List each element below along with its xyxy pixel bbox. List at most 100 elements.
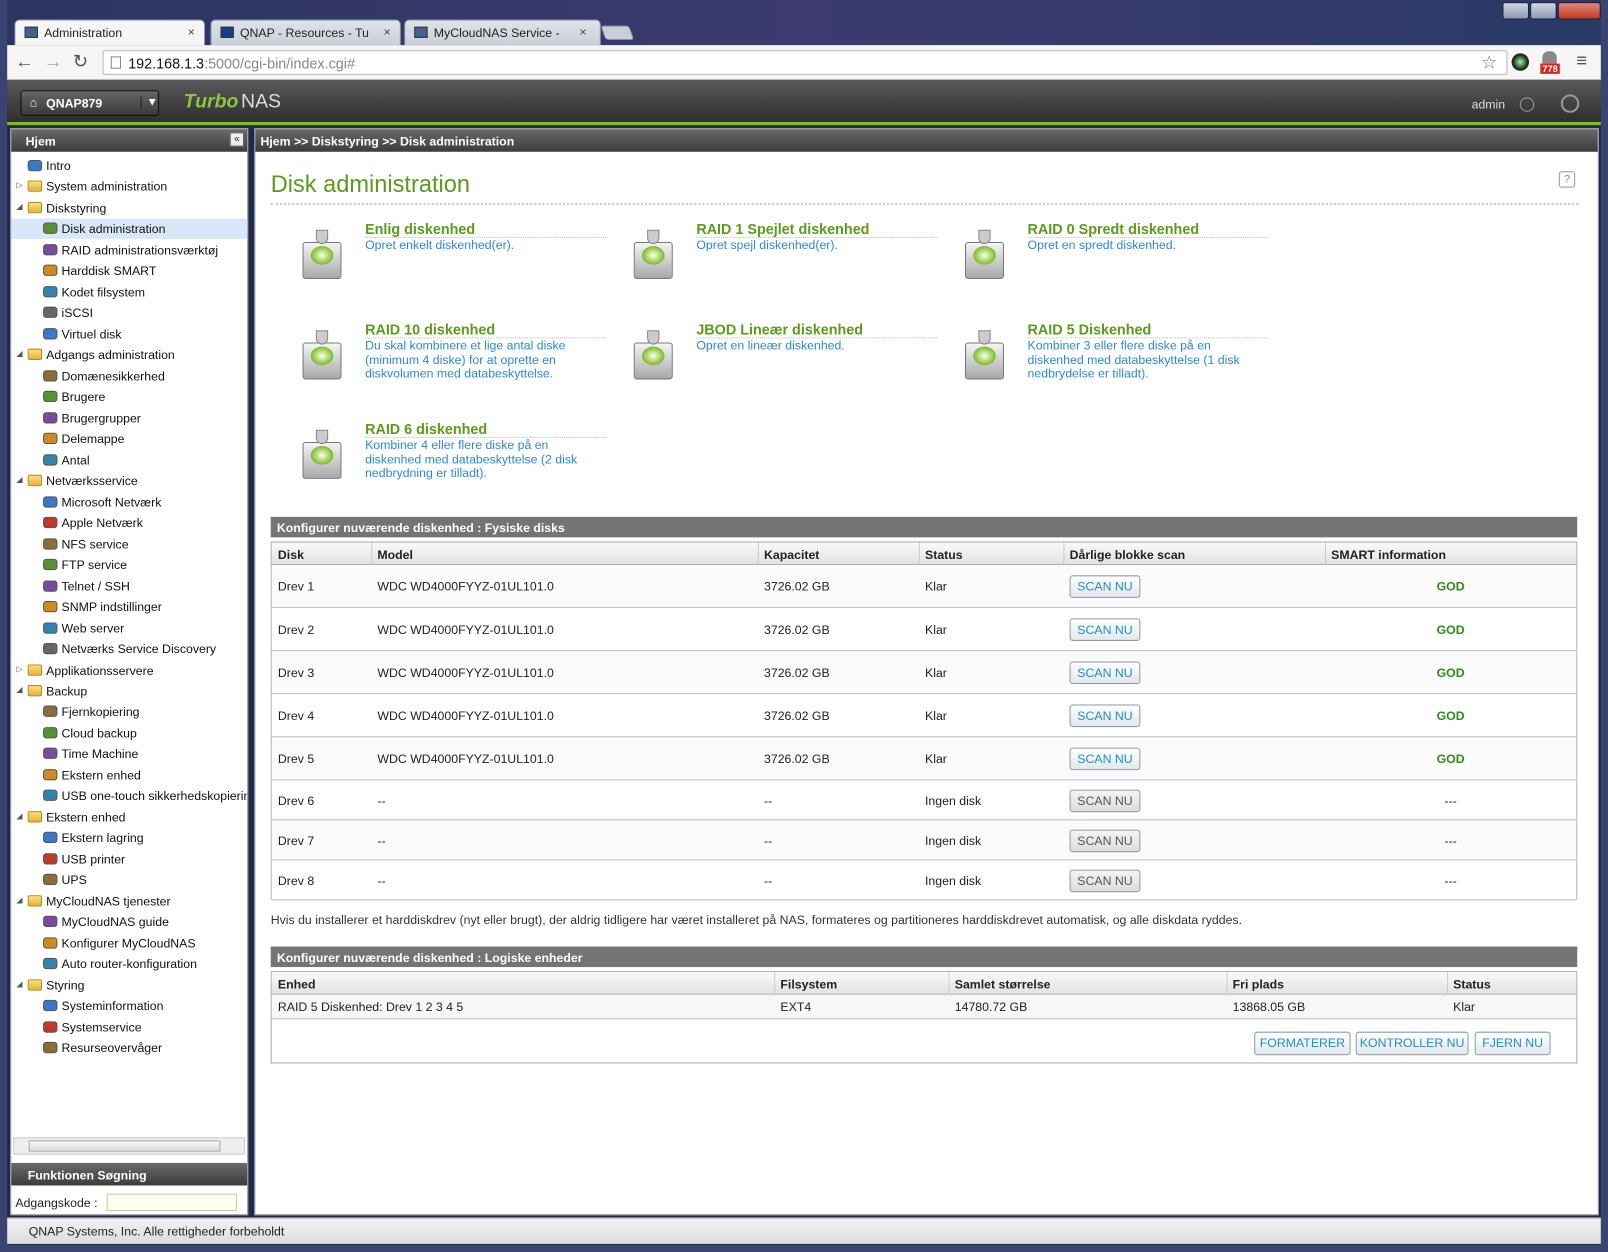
nav-item[interactable]: Harddisk SMART <box>11 261 247 282</box>
search-input[interactable] <box>106 1193 237 1212</box>
nav-item[interactable]: ◢ MyCloudNAS tjenester <box>11 891 247 912</box>
language-icon[interactable] <box>1560 94 1580 113</box>
scan-button[interactable]: SCAN NU <box>1069 661 1141 685</box>
nav-item[interactable]: Netværks Service Discovery <box>11 639 247 660</box>
nav-item[interactable]: ◢ Adgangs administration <box>11 345 247 366</box>
nav-item[interactable]: Systeminformation <box>11 996 247 1017</box>
user-name[interactable]: admin <box>1471 97 1506 112</box>
address-bar[interactable]: 192.168.1.3:5000/cgi-bin/index.cgi# ☆ <box>102 50 1508 75</box>
nav-label: Ekstern enhed <box>61 768 141 783</box>
nav-item[interactable]: ◢ Netværksservice <box>11 471 247 492</box>
window-max-button[interactable] <box>1530 2 1557 20</box>
nav-item[interactable]: MyCloudNAS guide <box>11 912 247 933</box>
nav-item[interactable]: ▷ System administration <box>11 177 247 198</box>
nav-label: Time Machine <box>61 747 139 762</box>
option-icon[interactable] <box>630 229 677 283</box>
option-title[interactable]: RAID 0 Spredt diskenhed <box>1027 220 1200 237</box>
nav-item[interactable]: Ekstern enhed <box>11 765 247 786</box>
nav-item[interactable]: RAID administrationsværktøj <box>11 240 247 261</box>
option-title[interactable]: Enlig diskenhed <box>365 220 476 237</box>
item-icon <box>43 454 58 466</box>
option-title[interactable]: RAID 5 Diskenhed <box>1027 320 1152 338</box>
scroll-thumb[interactable] <box>28 1140 221 1152</box>
nav-item[interactable]: ▷ Applikationsservere <box>11 660 247 681</box>
collapse-button[interactable]: « <box>229 132 245 147</box>
bookmark-star[interactable]: ☆ <box>1480 52 1498 73</box>
option-description: Opret spejl diskenhed(er). <box>696 237 838 253</box>
nav-item[interactable]: ◢ Ekstern enhed <box>11 807 247 828</box>
scan-button[interactable]: SCAN NU <box>1069 618 1141 641</box>
nav-button[interactable]: → <box>44 51 63 72</box>
option-title[interactable]: RAID 6 diskenhed <box>365 420 488 437</box>
option-icon[interactable] <box>630 330 677 383</box>
nav-label: Delemappe <box>61 431 125 447</box>
nav-item[interactable]: Brugergrupper <box>11 408 247 429</box>
nav-item[interactable]: Auto router-konfiguration <box>11 954 247 975</box>
nav-item[interactable]: Delemappe <box>11 429 247 450</box>
device-selector[interactable]: ⌂ QNAP879 ▼ <box>20 90 159 116</box>
nav-button[interactable]: ↻ <box>72 51 89 72</box>
nav-item[interactable]: Telnet / SSH <box>11 576 247 597</box>
nav-button[interactable]: ← <box>15 51 34 72</box>
browser-tab[interactable]: MyCloudNAS Service - Ho × <box>404 19 601 46</box>
nav-item[interactable]: Cloud backup <box>11 723 247 744</box>
option-icon[interactable] <box>298 330 345 383</box>
nav-item[interactable]: Resurseovervåger <box>11 1038 247 1059</box>
nav-item[interactable]: Web server <box>11 618 247 639</box>
nav-item[interactable]: Systemservice <box>11 1017 247 1038</box>
nav-item[interactable]: ◢ Backup <box>11 681 247 702</box>
nav-item[interactable]: Apple Netværk <box>11 513 247 534</box>
item-icon <box>43 264 58 277</box>
help-icon[interactable]: ? <box>1558 171 1576 188</box>
option-icon[interactable] <box>961 229 1008 283</box>
cell-status: Klar <box>925 579 947 594</box>
menu-button[interactable]: ≡ <box>1576 50 1587 71</box>
nav-item[interactable]: Brugere <box>11 387 247 408</box>
extension-icon[interactable] <box>1511 53 1530 71</box>
nav-item[interactable]: Virtuel disk <box>11 324 247 345</box>
extension-icon[interactable] <box>1542 51 1557 64</box>
window-close-button[interactable] <box>1557 2 1601 20</box>
nav-item[interactable]: Time Machine <box>11 744 247 765</box>
action-button[interactable]: KONTROLLER NU <box>1355 1031 1469 1056</box>
browser-tab[interactable]: Administration × <box>14 19 206 46</box>
option-icon[interactable] <box>961 330 1008 383</box>
scan-button[interactable]: SCAN NU <box>1069 575 1141 598</box>
nav-item[interactable]: Antal <box>11 450 247 471</box>
browser-tab[interactable]: QNAP - Resources - Tutor × <box>210 19 401 46</box>
nav-item[interactable]: iSCSI <box>11 303 247 324</box>
nav-item[interactable]: USB printer <box>11 849 247 870</box>
nav-item[interactable]: ◢ Diskstyring <box>11 198 247 219</box>
option-icon[interactable] <box>298 229 345 283</box>
option-title[interactable]: JBOD Lineær diskenhed <box>696 320 864 338</box>
window-min-button[interactable] <box>1502 2 1530 20</box>
nav-item[interactable]: ◢ Styring <box>11 975 247 996</box>
nav-item[interactable]: USB one-touch sikkerhedskopiering <box>11 786 247 807</box>
new-tab-button[interactable] <box>600 25 635 40</box>
nav-item[interactable]: Ekstern lagring <box>11 828 247 849</box>
nav-item[interactable]: SNMP indstillinger <box>11 597 247 618</box>
scan-button[interactable]: SCAN NU <box>1069 747 1141 771</box>
nav-item[interactable]: Disk administration <box>11 218 248 240</box>
nav-item[interactable]: FTP service <box>11 555 247 576</box>
user-menu-icon[interactable] <box>1519 97 1535 112</box>
cell-capacity: 3726.02 GB <box>764 579 830 594</box>
option-title[interactable]: RAID 1 Spejlet diskenhed <box>696 220 870 237</box>
horizontal-scrollbar <box>13 1137 246 1155</box>
nav-item[interactable]: NFS service <box>11 534 247 555</box>
item-icon <box>43 538 58 550</box>
nav-item[interactable]: Kodet filsystem <box>11 282 247 303</box>
nav-item[interactable]: Fjernkopiering <box>11 702 247 723</box>
nav-item[interactable]: Intro <box>11 156 247 177</box>
nav-item[interactable]: Microsoft Netværk <box>11 492 247 513</box>
option-title[interactable]: RAID 10 diskenhed <box>365 320 496 338</box>
nav-item[interactable]: Konfigurer MyCloudNAS <box>11 933 247 954</box>
option-icon[interactable] <box>298 429 345 483</box>
scan-button[interactable]: SCAN NU <box>1069 704 1141 728</box>
action-button[interactable]: FJERN NU <box>1474 1031 1551 1056</box>
nav-item[interactable]: Domænesikkerhed <box>11 366 247 387</box>
action-button[interactable]: FORMATERER <box>1254 1031 1351 1056</box>
nav-item[interactable]: UPS <box>11 870 247 891</box>
cell-capacity: 3726.02 GB <box>764 751 830 767</box>
device-name: QNAP879 <box>46 96 103 111</box>
